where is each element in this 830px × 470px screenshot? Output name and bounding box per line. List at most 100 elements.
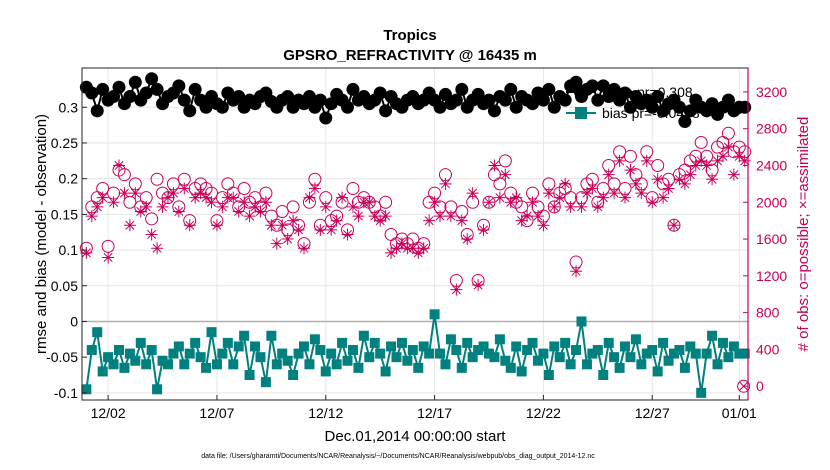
y-right-tick-label-1: 400 [756, 341, 780, 357]
bias-point [429, 309, 440, 320]
assimilated-point [483, 196, 495, 209]
possible-point [346, 181, 360, 195]
assimilated-point [722, 141, 735, 154]
assimilated-point [423, 214, 436, 227]
bias-point [250, 341, 261, 352]
rmse-point [177, 93, 191, 107]
bias-point [326, 348, 337, 359]
rmse-point [504, 82, 518, 96]
y-left-axis-label: rmse and bias (model - observation) [33, 114, 50, 354]
bias-point [739, 348, 750, 359]
bias-point [320, 366, 331, 377]
assimilated-point [493, 191, 506, 204]
assimilated-point [564, 200, 577, 213]
assimilated-point [352, 210, 365, 223]
bias-point [353, 362, 364, 373]
y-left-tick-label-5: 0.15 [51, 206, 78, 222]
y-right-axis-label: # of obs: o=possible; ×=assimilated [795, 117, 812, 352]
rmse-point [128, 75, 142, 89]
possible-point [150, 172, 164, 186]
assimilated-point [417, 242, 430, 255]
bias-point [108, 359, 119, 370]
assimilated-point [651, 173, 664, 186]
bias-point [342, 355, 353, 366]
bias-point [103, 352, 114, 363]
assimilated-point [570, 265, 583, 278]
possible-point [237, 181, 251, 195]
assimilated-point [325, 223, 338, 236]
rmse-point [215, 100, 229, 114]
possible-point [117, 168, 131, 182]
assimilated-point [249, 200, 262, 213]
bias-point [347, 345, 358, 356]
rmse-point [607, 82, 621, 96]
y-left-tick-label-0: -0.1 [54, 385, 78, 401]
bias-point [206, 327, 217, 338]
assimilated-point [151, 242, 164, 255]
bias-point [543, 370, 554, 381]
bias-point [532, 355, 543, 366]
assimilated-point [580, 187, 593, 200]
bias-point [516, 366, 527, 377]
rmse-point [498, 93, 512, 107]
bias-point [114, 345, 124, 356]
bias-point [195, 352, 206, 363]
y-left-tick-label-6: 0.2 [59, 171, 79, 187]
assimilated-point [330, 214, 343, 227]
bias-point [717, 337, 728, 348]
y-right-tick-label-0: 0 [756, 378, 764, 394]
rmse-point [536, 93, 550, 107]
assimilated-point [553, 191, 566, 204]
x-axis-label: Dec.01,2014 00:00:00 start [325, 428, 507, 445]
y-left-tick-label-4: 0.1 [59, 242, 79, 258]
bias-point [609, 352, 620, 363]
assimilated-point [406, 242, 419, 255]
y-left-tick-label-8: 0.3 [59, 99, 79, 115]
bias-point [184, 348, 195, 359]
assimilated-point [205, 196, 218, 209]
legend-bias-marker [575, 107, 587, 119]
rmse-point [618, 86, 632, 100]
bias-point [603, 337, 614, 348]
bias-point [424, 348, 435, 359]
bias-point [647, 345, 658, 356]
bias-point [92, 327, 103, 338]
possible-point [651, 158, 665, 172]
legend-item-bias: bias pr=-0.0478 [566, 105, 700, 121]
bias-point [467, 352, 478, 363]
y-right-tick-label-7: 2800 [756, 121, 787, 137]
assimilated-point [200, 191, 213, 204]
assimilated-point [314, 223, 327, 236]
rmse-point [183, 104, 197, 118]
bias-point [728, 341, 739, 352]
legend-rmse-marker [574, 85, 588, 99]
bias-point [549, 341, 560, 352]
bias-point [244, 370, 255, 381]
bias-point [674, 345, 685, 356]
assimilated-point [706, 173, 719, 186]
bias-point [288, 370, 299, 381]
assimilated-point [368, 210, 381, 223]
x-tick-label-3: 12/17 [417, 405, 452, 421]
assimilated-point [499, 168, 512, 181]
bias-point [734, 348, 745, 359]
assimilated-point [319, 200, 332, 213]
bias-point [119, 362, 130, 373]
rmse-point [302, 90, 316, 104]
rmse-point [373, 86, 387, 100]
assimilated-point [412, 246, 425, 259]
bias-point [358, 330, 369, 341]
bias-point [190, 337, 201, 348]
bias-point [473, 345, 484, 356]
bias-point [527, 337, 538, 348]
bias-point [685, 341, 696, 352]
bias-point [233, 341, 244, 352]
y-right-tick-label-6: 2400 [756, 157, 787, 173]
rmse-point [509, 100, 523, 114]
possible-point [694, 135, 708, 149]
possible-point [498, 154, 512, 168]
rmse-point [232, 90, 246, 104]
rmse-point [433, 100, 447, 114]
bias-point [690, 348, 701, 359]
assimilated-point [238, 196, 251, 209]
